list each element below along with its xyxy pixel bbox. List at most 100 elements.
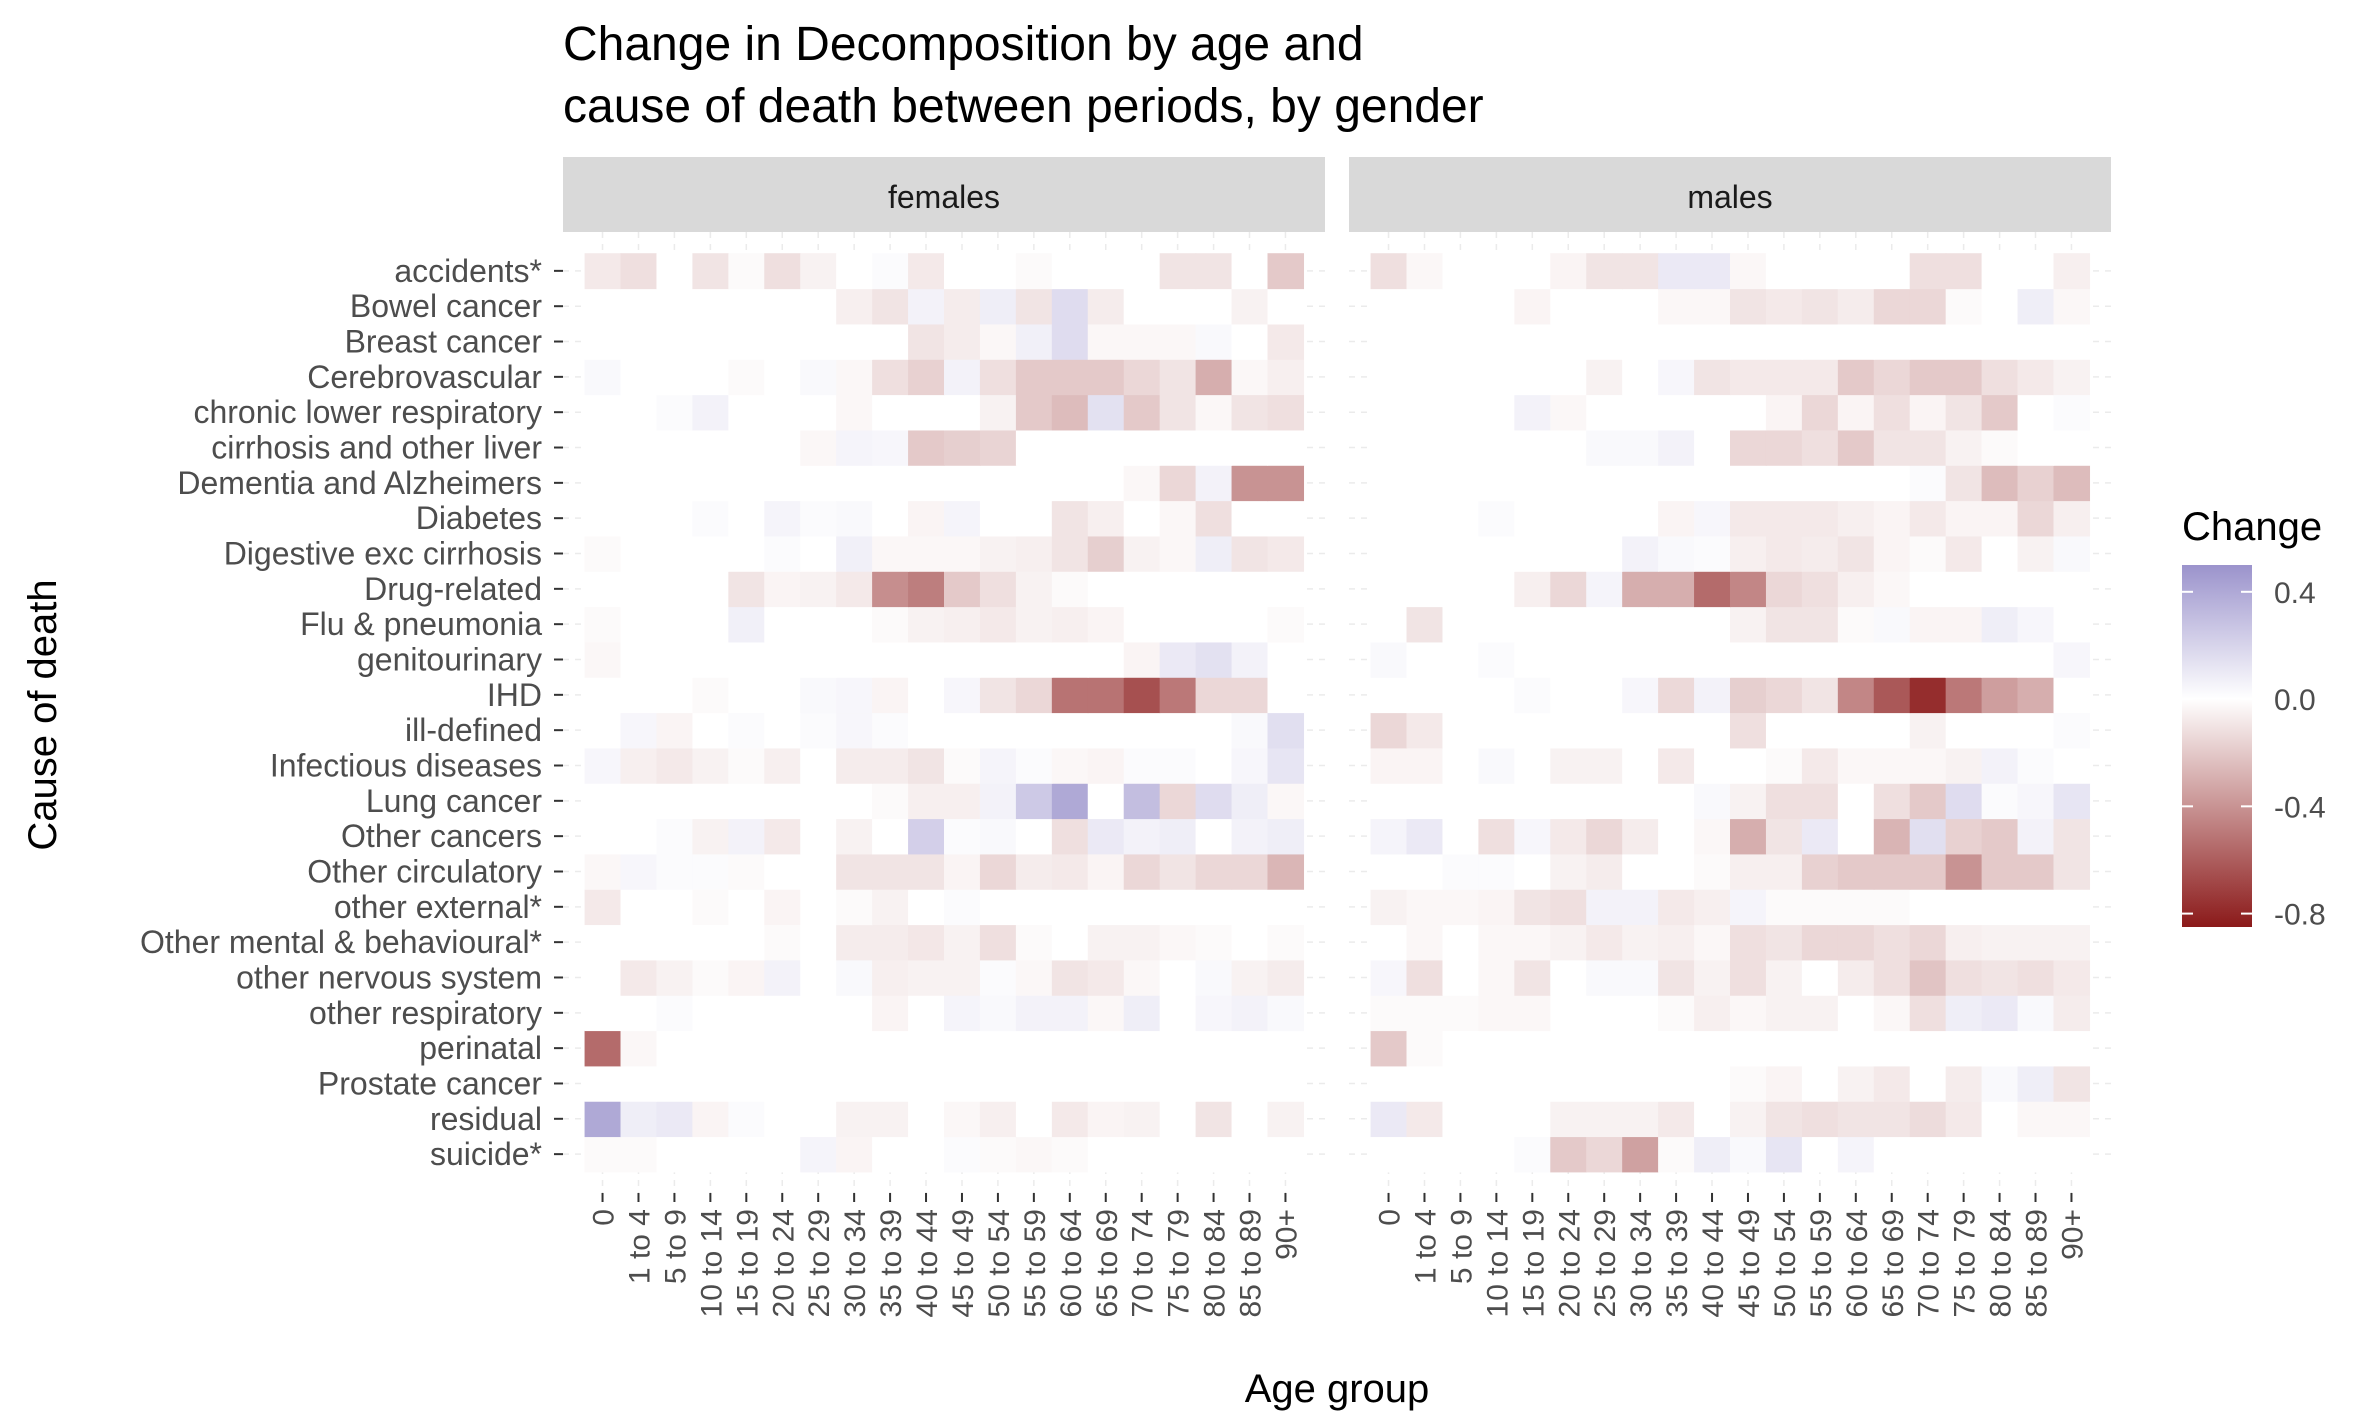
heatmap-cell: accidents* / 90+: -0.2	[1267, 253, 1305, 290]
heatmap-cell: accidents* / 15 to 19: 0	[1514, 253, 1551, 290]
heatmap-cell: cirrhosis and other liver / 85 to 89: 0	[1231, 429, 1269, 466]
y-tick-label: Breast cancer	[345, 324, 543, 360]
heatmap-cell: Flu & pneumonia / 0: -0.02	[584, 606, 622, 643]
heatmap-cell: accidents* / 55 to 59: -0.02	[1015, 253, 1053, 290]
heatmap-cell: Diabetes / 1 to 4: 0	[1406, 500, 1444, 537]
heatmap-cell: Other cancers / 75 to 79: 0.08	[1159, 818, 1197, 855]
heatmap-cell: other respiratory / 60 to 64: 0.06	[1051, 995, 1089, 1032]
heatmap-cell: Lung cancer / 70 to 74: 0.3	[1123, 783, 1161, 820]
x-tick-label: 30 to 34	[839, 1209, 872, 1317]
heatmap-cell: Diabetes / 60 to 64: -0.1	[1051, 500, 1089, 537]
heatmap-cell: Other mental & behavioural* / 65 to 69: …	[1087, 924, 1125, 961]
heatmap-cell: Breast cancer / 30 to 34: 0	[1622, 323, 1659, 360]
heatmap-cell: Other mental & behavioural* / 60 to 64: …	[1837, 924, 1875, 961]
heatmap-cell: suicide* / 85 to 89: 0	[2017, 1136, 2055, 1173]
heatmap-cell: cirrhosis and other liver / 25 to 29: 0.…	[1586, 429, 1623, 466]
heatmap-cell: genitourinary / 1 to 4: 0	[620, 641, 658, 678]
y-tick-label: other nervous system	[236, 959, 542, 995]
heatmap-cell: Diabetes / 5 to 9: 0	[656, 500, 693, 537]
heatmap-cell: chronic lower respiratory / 90+: 0.02	[2053, 394, 2091, 431]
heatmap-cell: Bowel cancer / 10 to 14: 0	[1478, 288, 1515, 325]
heatmap-cell: Lung cancer / 55 to 59: -0.12	[1801, 783, 1839, 820]
heatmap-cell: Flu & pneumonia / 40 to 44: -0.05	[908, 606, 945, 643]
heatmap-cell: Prostate cancer / 5 to 9: 0	[656, 1065, 693, 1102]
heatmap-cell: Breast cancer / 20 to 24: 0	[1550, 323, 1587, 360]
heatmap-cell: Breast cancer / 50 to 54: -0.03	[979, 323, 1017, 360]
heatmap-cell: Other mental & behavioural* / 20 to 24: …	[1550, 924, 1587, 961]
heatmap-cell: Prostate cancer / 0: 0	[584, 1065, 622, 1102]
heatmap-cell: Other mental & behavioural* / 15 to 19: …	[1514, 924, 1551, 961]
heatmap-cell: suicide* / 55 to 59: 0	[1801, 1136, 1839, 1173]
heatmap-cell: accidents* / 35 to 39: 0.02	[872, 253, 909, 290]
heatmap-cell: IHD / 75 to 79: -0.5	[1945, 677, 1983, 714]
heatmap-cell: Other circulatory / 0: -0.03	[584, 853, 622, 890]
heatmap-cell: Lung cancer / 5 to 9: 0	[656, 783, 693, 820]
heatmap-cell: other respiratory / 15 to 19: -0.03	[1514, 995, 1551, 1032]
heatmap-cell: IHD / 1 to 4: 0	[1406, 677, 1444, 714]
heatmap-cell: Digestive exc cirrhosis / 15 to 19: 0	[728, 535, 765, 572]
heatmap-cell: Bowel cancer / 70 to 74: -0.15	[1909, 288, 1947, 325]
heatmap-cell: perinatal / 90+: 0	[1267, 1030, 1305, 1067]
heatmap-cell: Infectious diseases / 90+: 0.12	[1267, 747, 1305, 784]
heatmap-cell: residual / 70 to 74: -0.13	[1909, 1101, 1947, 1138]
x-tick-label: 10 to 14	[1481, 1209, 1514, 1317]
heatmap-cell: Other cancers / 80 to 84: -0.2	[1981, 818, 2019, 855]
heatmap-cell: perinatal / 50 to 54: 0	[1765, 1030, 1803, 1067]
heatmap-cell: Digestive exc cirrhosis / 70 to 74: -0.0…	[1909, 535, 1947, 572]
heatmap-cell: Flu & pneumonia / 5 to 9: 0	[1442, 606, 1479, 643]
heatmap-cell: Diabetes / 25 to 29: 0.02	[800, 500, 837, 537]
heatmap-cell: other external* / 90+: 0	[2053, 889, 2091, 926]
heatmap-cell: Dementia and Alzheimers / 25 to 29: 0	[1586, 465, 1623, 502]
heatmap-cell: cirrhosis and other liver / 20 to 24: 0	[764, 429, 801, 466]
heatmap-cell: Bowel cancer / 50 to 54: 0.08	[979, 288, 1017, 325]
facet-strip-males: males	[1349, 157, 2111, 232]
heatmap-cell: residual / 45 to 49: -0.03	[944, 1101, 981, 1138]
heatmap-cell: Lung cancer / 75 to 79: 0.16	[1945, 783, 1983, 820]
heatmap-cell: Diabetes / 90+: 0	[1267, 500, 1305, 537]
heatmap-cell: Breast cancer / 40 to 44: 0	[1694, 323, 1731, 360]
heatmap-cell: Other circulatory / 25 to 29: 0	[800, 853, 837, 890]
heatmap-cell: IHD / 60 to 64: -0.45	[1837, 677, 1875, 714]
heatmap-cell: chronic lower respiratory / 80 to 84: -0…	[1981, 394, 2019, 431]
heatmap-cell: other respiratory / 1 to 4: 0	[620, 995, 658, 1032]
heatmap-cell: cirrhosis and other liver / 50 to 54: -0…	[1765, 429, 1803, 466]
heatmap-cell: other external* / 70 to 74: 0	[1123, 889, 1161, 926]
heatmap-cell: ill-defined / 30 to 34: 0.04	[836, 712, 873, 749]
heatmap-cell: residual / 20 to 24: -0.05	[1550, 1101, 1587, 1138]
heatmap-cell: Dementia and Alzheimers / 5 to 9: 0	[1442, 465, 1479, 502]
heatmap-cell: Breast cancer / 70 to 74: -0.03	[1123, 323, 1161, 360]
heatmap-cell: IHD / 60 to 64: -0.52	[1051, 677, 1089, 714]
heatmap-cell: Bowel cancer / 55 to 59: -0.1	[1801, 288, 1839, 325]
heatmap-cell: cirrhosis and other liver / 75 to 79: -0…	[1945, 429, 1983, 466]
heatmap-cell: other external* / 15 to 19: -0.1	[1514, 889, 1551, 926]
heatmap-cell: Other cancers / 1 to 4: 0.1	[1406, 818, 1444, 855]
x-tick-label: 70 to 74	[1127, 1209, 1160, 1317]
heatmap-cell: Lung cancer / 5 to 9: 0	[1442, 783, 1479, 820]
heatmap-cell: Lung cancer / 50 to 54: -0.12	[1765, 783, 1803, 820]
heatmap-cell: Diabetes / 80 to 84: -0.12	[1195, 500, 1233, 537]
heatmap-cell: Bowel cancer / 25 to 29: 0	[1586, 288, 1623, 325]
heatmap-cell: Breast cancer / 85 to 89: 0	[2017, 323, 2055, 360]
heatmap-cell: Digestive exc cirrhosis / 85 to 89: -0.1	[1231, 535, 1269, 572]
heatmap-cell: residual / 15 to 19: 0.02	[728, 1101, 765, 1138]
heatmap-cell: chronic lower respiratory / 60 to 64: -0…	[1051, 394, 1089, 431]
heatmap-cell: suicide* / 80 to 84: 0	[1195, 1136, 1233, 1173]
heatmap-cell: chronic lower respiratory / 70 to 74: -0…	[1909, 394, 1947, 431]
heatmap-cell: Breast cancer / 1 to 4: 0	[1406, 323, 1444, 360]
heatmap-cell: perinatal / 80 to 84: 0	[1195, 1030, 1233, 1067]
heatmap-cell: IHD / 55 to 59: -0.1	[1801, 677, 1839, 714]
heatmap-cell: Other mental & behavioural* / 1 to 4: 0	[620, 924, 658, 961]
heatmap-cell: Other cancers / 70 to 74: 0.06	[1123, 818, 1161, 855]
heatmap-cell: perinatal / 55 to 59: 0	[1015, 1030, 1053, 1067]
heatmap-cell: residual / 65 to 69: -0.1	[1873, 1101, 1911, 1138]
heatmap-cell: accidents* / 65 to 69: 0	[1873, 253, 1911, 290]
heatmap-cell: perinatal / 70 to 74: 0	[1909, 1030, 1947, 1067]
heatmap-cell: Drug-related / 20 to 24: -0.15	[1550, 571, 1587, 608]
heatmap-cell: Cerebrovascular / 55 to 59: -0.08	[1801, 359, 1839, 396]
heatmap-cell: Digestive exc cirrhosis / 85 to 89: -0.0…	[2017, 535, 2055, 572]
heatmap-cell: other respiratory / 65 to 69: -0.03	[1087, 995, 1125, 1032]
heatmap-cell: Prostate cancer / 55 to 59: 0	[1801, 1065, 1839, 1102]
heatmap-cell: genitourinary / 20 to 24: 0	[764, 641, 801, 678]
heatmap-cell: Breast cancer / 65 to 69: -0.03	[1087, 323, 1125, 360]
heatmap-cell: Other mental & behavioural* / 25 to 29: …	[800, 924, 837, 961]
